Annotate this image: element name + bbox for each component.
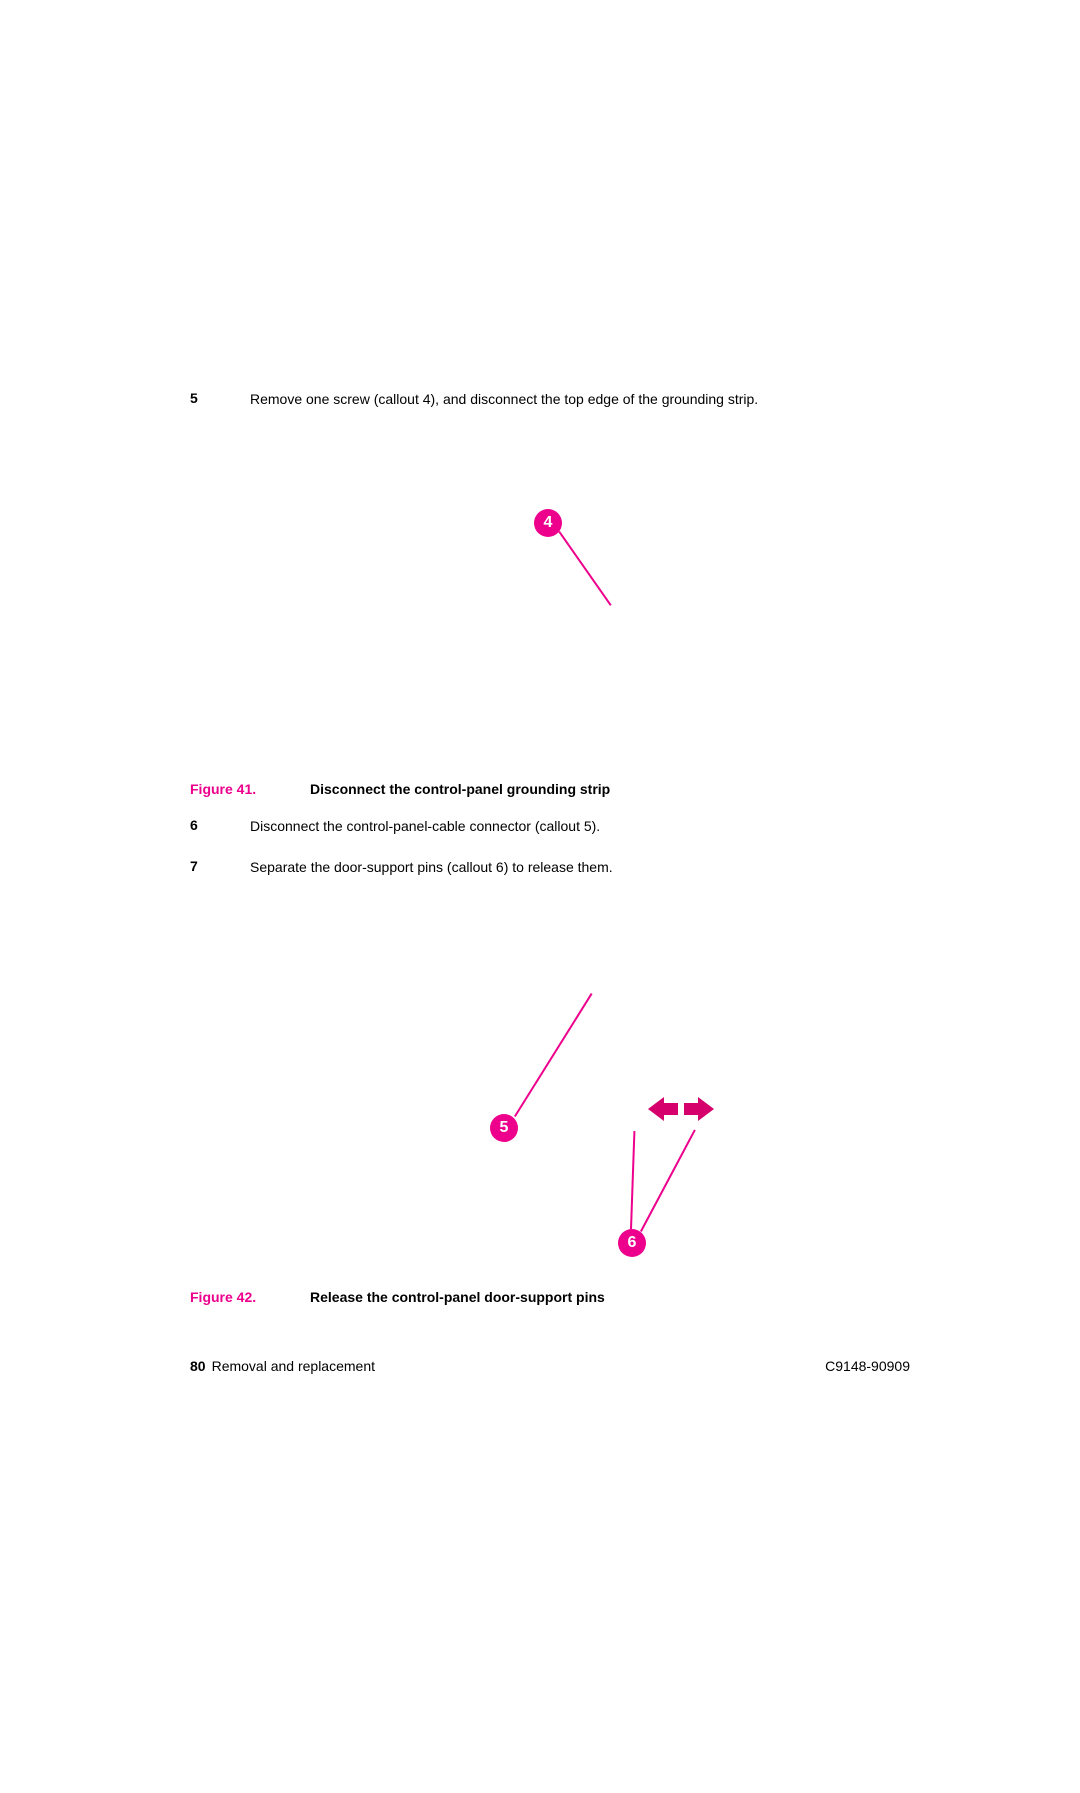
footer-page-number: 80 xyxy=(190,1358,206,1374)
footer-section: Removal and replacement xyxy=(212,1358,375,1374)
page-content: 5 Remove one screw (callout 4), and disc… xyxy=(190,390,910,1325)
step-number: 6 xyxy=(190,817,250,836)
figure-41-area: 4 xyxy=(250,431,910,761)
figure-label: Figure 42. xyxy=(190,1289,310,1305)
callout-line xyxy=(630,1131,635,1229)
page-footer: 80 Removal and replacement C9148-90909 xyxy=(190,1358,910,1374)
steps-block-2: 6 Disconnect the control-panel-cable con… xyxy=(190,817,910,877)
step-number: 5 xyxy=(190,390,250,409)
step-row: 6 Disconnect the control-panel-cable con… xyxy=(190,817,910,836)
step-number: 7 xyxy=(190,858,250,877)
figure-42-caption: Figure 42. Release the control-panel doo… xyxy=(190,1289,910,1305)
step-row: 7 Separate the door-support pins (callou… xyxy=(190,858,910,877)
step-row: 5 Remove one screw (callout 4), and disc… xyxy=(190,390,910,409)
footer-left: 80 Removal and replacement xyxy=(190,1358,375,1374)
figure-42-area: 56 xyxy=(250,899,910,1269)
separation-arrows-icon xyxy=(648,1097,714,1121)
callout-line xyxy=(514,993,592,1117)
footer-doc-id: C9148-90909 xyxy=(825,1358,910,1374)
steps-block-1: 5 Remove one screw (callout 4), and disc… xyxy=(190,390,910,409)
figure-label: Figure 41. xyxy=(190,781,310,797)
figure-title: Release the control-panel door-support p… xyxy=(310,1289,605,1305)
callout-bubble: 6 xyxy=(618,1229,646,1257)
callout-bubble: 5 xyxy=(490,1114,518,1142)
step-text: Remove one screw (callout 4), and discon… xyxy=(250,390,758,409)
step-text: Separate the door-support pins (callout … xyxy=(250,858,613,877)
step-text: Disconnect the control-panel-cable conne… xyxy=(250,817,600,836)
figure-41-caption: Figure 41. Disconnect the control-panel … xyxy=(190,781,910,797)
callout-bubble: 4 xyxy=(534,509,562,537)
callout-line xyxy=(559,531,612,606)
callout-line xyxy=(640,1129,695,1231)
figure-title: Disconnect the control-panel grounding s… xyxy=(310,781,610,797)
